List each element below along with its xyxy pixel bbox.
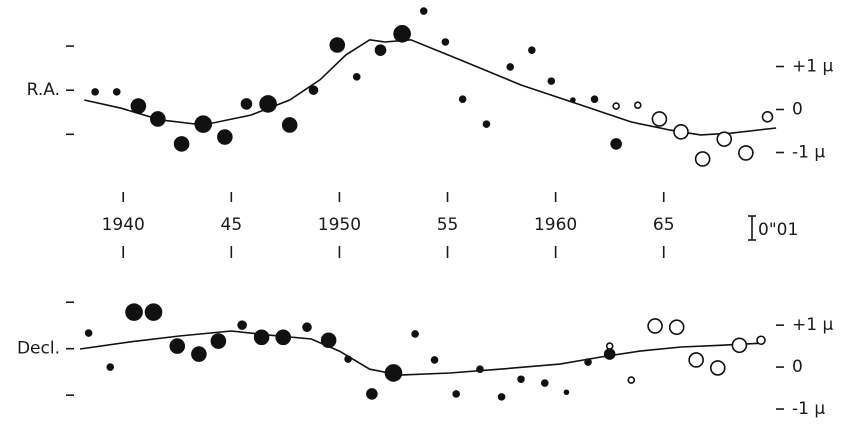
open-point: [612, 102, 620, 110]
open-point: [627, 376, 636, 384]
point: [237, 320, 247, 330]
point: [603, 348, 616, 360]
point: [610, 138, 622, 150]
point: [191, 346, 207, 362]
fit-curve: [79, 330, 762, 376]
point: [497, 393, 506, 401]
point: [563, 389, 570, 396]
scale-label: 0"01: [758, 220, 798, 240]
point: [590, 95, 599, 103]
point: [584, 358, 592, 366]
point: [173, 136, 190, 152]
open-point: [709, 360, 726, 376]
x-tick-label: 45: [221, 215, 243, 235]
point: [240, 98, 253, 110]
point: [352, 73, 361, 81]
point: [528, 46, 536, 54]
point: [275, 329, 292, 346]
open-point: [647, 318, 663, 334]
open-point: [668, 319, 685, 336]
open-point: [633, 101, 642, 109]
point: [112, 88, 121, 96]
point: [106, 363, 115, 371]
point: [281, 117, 298, 133]
point: [130, 98, 147, 114]
x-tick-label: 65: [653, 215, 675, 235]
point: [482, 120, 491, 128]
point: [570, 97, 576, 103]
open-point: [688, 352, 704, 368]
point: [320, 332, 337, 349]
point: [476, 365, 484, 373]
y-tick-label: 0: [792, 100, 803, 120]
open-point: [731, 337, 748, 354]
y-axis-label: Decl.: [17, 339, 60, 359]
x-tick-label: 1940: [102, 215, 145, 235]
point: [506, 63, 515, 71]
point: [384, 364, 403, 382]
open-point: [673, 124, 689, 140]
point: [366, 388, 378, 400]
point: [329, 37, 346, 53]
point: [411, 330, 419, 338]
point: [430, 356, 439, 364]
x-tick-label: 1960: [534, 215, 577, 235]
y-tick-label: +1 μ: [792, 315, 833, 335]
point: [419, 7, 428, 15]
point: [441, 38, 450, 46]
y-tick-label: -1 μ: [792, 143, 825, 163]
open-point: [756, 335, 766, 346]
point: [517, 375, 525, 384]
point: [150, 111, 166, 127]
point: [144, 303, 163, 321]
x-tick-label: 55: [437, 215, 459, 235]
open-point: [738, 145, 754, 161]
y-tick-label: -1 μ: [792, 399, 825, 419]
point: [84, 329, 93, 337]
point: [374, 44, 387, 56]
point: [259, 95, 277, 113]
open-point: [605, 342, 614, 350]
open-point: [761, 111, 774, 123]
open-point: [694, 151, 711, 167]
point: [541, 379, 549, 387]
point: [125, 303, 143, 321]
point: [458, 95, 467, 103]
x-tick-label: 1950: [318, 215, 361, 235]
point: [194, 115, 213, 133]
point: [169, 338, 186, 354]
point: [547, 77, 556, 85]
point: [308, 85, 319, 95]
open-point: [651, 111, 668, 127]
point: [210, 333, 227, 349]
y-axis-label: R.A.: [27, 80, 60, 100]
point: [302, 322, 312, 333]
open-point: [716, 131, 733, 147]
point: [253, 329, 270, 346]
fit-curve: [84, 38, 777, 136]
point: [452, 390, 460, 398]
point: [344, 355, 352, 363]
y-tick-label: 0: [792, 357, 803, 377]
point: [393, 25, 411, 43]
point: [91, 88, 99, 96]
y-tick-label: +1 μ: [792, 57, 833, 77]
point: [217, 129, 233, 145]
